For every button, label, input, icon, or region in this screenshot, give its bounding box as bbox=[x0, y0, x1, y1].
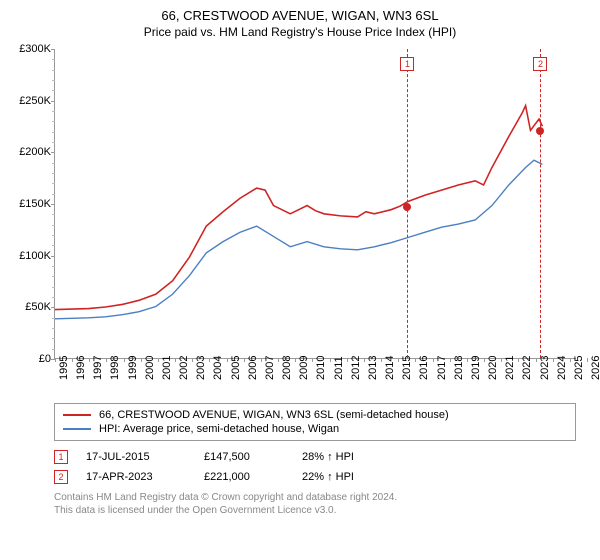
sales-delta: 28% ↑ HPI bbox=[302, 451, 402, 463]
x-tick-mark bbox=[501, 358, 502, 362]
legend-row: HPI: Average price, semi-detached house,… bbox=[63, 422, 567, 436]
x-tick-label: 1996 bbox=[75, 356, 87, 380]
x-tick-mark bbox=[227, 358, 228, 362]
x-tick-label: 2002 bbox=[178, 356, 190, 380]
x-tick-label: 1997 bbox=[92, 356, 104, 380]
y-tick-label: £0 bbox=[11, 353, 51, 365]
legend-row: 66, CRESTWOOD AVENUE, WIGAN, WN3 6SL (se… bbox=[63, 408, 567, 422]
x-tick-mark bbox=[467, 358, 468, 362]
sales-date: 17-JUL-2015 bbox=[86, 451, 186, 463]
x-tick-label: 1998 bbox=[109, 356, 121, 380]
chart-title: 66, CRESTWOOD AVENUE, WIGAN, WN3 6SL bbox=[10, 8, 590, 23]
x-tick-label: 1999 bbox=[127, 356, 139, 380]
chart-subtitle: Price paid vs. HM Land Registry's House … bbox=[10, 25, 590, 39]
x-tick-label: 2008 bbox=[281, 356, 293, 380]
x-tick-label: 2010 bbox=[315, 356, 327, 380]
x-tick-mark bbox=[398, 358, 399, 362]
x-tick-mark bbox=[587, 358, 588, 362]
x-tick-label: 2005 bbox=[230, 356, 242, 380]
x-tick-label: 2026 bbox=[590, 356, 600, 380]
x-tick-mark bbox=[158, 358, 159, 362]
legend-swatch bbox=[63, 414, 91, 416]
legend: 66, CRESTWOOD AVENUE, WIGAN, WN3 6SL (se… bbox=[54, 403, 576, 441]
x-tick-mark bbox=[295, 358, 296, 362]
x-tick-label: 2024 bbox=[556, 356, 568, 380]
x-tick-label: 2001 bbox=[161, 356, 173, 380]
x-tick-label: 2004 bbox=[212, 356, 224, 380]
plot-area: £0£50K£100K£150K£200K£250K£300K199519961… bbox=[54, 49, 576, 359]
x-tick-label: 2020 bbox=[487, 356, 499, 380]
x-tick-label: 2009 bbox=[298, 356, 310, 380]
x-tick-label: 2012 bbox=[350, 356, 362, 380]
x-tick-mark bbox=[175, 358, 176, 362]
sales-marker: 2 bbox=[54, 470, 68, 484]
x-tick-mark bbox=[124, 358, 125, 362]
sales-price: £221,000 bbox=[204, 471, 284, 483]
y-tick-label: £250K bbox=[11, 95, 51, 107]
x-tick-label: 2016 bbox=[418, 356, 430, 380]
x-tick-mark bbox=[244, 358, 245, 362]
x-tick-mark bbox=[72, 358, 73, 362]
footer-line2: This data is licensed under the Open Gov… bbox=[54, 504, 576, 517]
x-tick-mark bbox=[364, 358, 365, 362]
x-tick-label: 2014 bbox=[384, 356, 396, 380]
y-tick-label: £200K bbox=[11, 146, 51, 158]
x-tick-label: 2019 bbox=[470, 356, 482, 380]
y-tick-label: £150K bbox=[11, 198, 51, 210]
y-tick-label: £300K bbox=[11, 43, 51, 55]
x-tick-label: 2013 bbox=[367, 356, 379, 380]
sales-price: £147,500 bbox=[204, 451, 284, 463]
x-tick-label: 2022 bbox=[521, 356, 533, 380]
x-tick-label: 2006 bbox=[247, 356, 259, 380]
x-tick-mark bbox=[450, 358, 451, 362]
sales-delta: 22% ↑ HPI bbox=[302, 471, 402, 483]
x-tick-label: 2007 bbox=[264, 356, 276, 380]
x-tick-label: 2021 bbox=[504, 356, 516, 380]
x-tick-mark bbox=[415, 358, 416, 362]
x-tick-label: 2023 bbox=[539, 356, 551, 380]
x-tick-mark bbox=[536, 358, 537, 362]
sales-row: 2 17-APR-2023 £221,000 22% ↑ HPI bbox=[54, 467, 576, 487]
x-tick-label: 2025 bbox=[573, 356, 585, 380]
x-tick-label: 2000 bbox=[144, 356, 156, 380]
footer: Contains HM Land Registry data © Crown c… bbox=[54, 491, 576, 517]
x-tick-label: 2017 bbox=[436, 356, 448, 380]
legend-swatch bbox=[63, 428, 91, 430]
x-tick-mark bbox=[433, 358, 434, 362]
y-tick-label: £100K bbox=[11, 250, 51, 262]
x-tick-mark bbox=[209, 358, 210, 362]
x-tick-label: 2015 bbox=[401, 356, 413, 380]
x-tick-mark bbox=[141, 358, 142, 362]
y-tick-label: £50K bbox=[11, 301, 51, 313]
legend-label: HPI: Average price, semi-detached house,… bbox=[99, 423, 339, 435]
x-tick-mark bbox=[570, 358, 571, 362]
footer-line1: Contains HM Land Registry data © Crown c… bbox=[54, 491, 576, 504]
x-tick-mark bbox=[261, 358, 262, 362]
series-blue bbox=[55, 160, 542, 319]
x-tick-mark bbox=[484, 358, 485, 362]
x-tick-mark bbox=[553, 358, 554, 362]
sales-marker: 1 bbox=[54, 450, 68, 464]
x-tick-label: 2018 bbox=[453, 356, 465, 380]
x-tick-mark bbox=[312, 358, 313, 362]
x-tick-label: 2003 bbox=[195, 356, 207, 380]
x-tick-mark bbox=[89, 358, 90, 362]
x-tick-mark bbox=[278, 358, 279, 362]
x-tick-mark bbox=[518, 358, 519, 362]
series-red bbox=[55, 106, 542, 310]
x-tick-mark bbox=[347, 358, 348, 362]
x-tick-mark bbox=[55, 358, 56, 362]
sales-row: 1 17-JUL-2015 £147,500 28% ↑ HPI bbox=[54, 447, 576, 467]
x-tick-mark bbox=[192, 358, 193, 362]
x-tick-mark bbox=[106, 358, 107, 362]
sales-table: 1 17-JUL-2015 £147,500 28% ↑ HPI 2 17-APR-202… bbox=[54, 447, 576, 487]
x-tick-label: 1995 bbox=[58, 356, 70, 380]
x-tick-label: 2011 bbox=[333, 356, 345, 380]
x-tick-mark bbox=[330, 358, 331, 362]
x-tick-mark bbox=[381, 358, 382, 362]
chart-container: 66, CRESTWOOD AVENUE, WIGAN, WN3 6SL Pri… bbox=[0, 0, 600, 560]
legend-label: 66, CRESTWOOD AVENUE, WIGAN, WN3 6SL (se… bbox=[99, 409, 449, 421]
sales-date: 17-APR-2023 bbox=[86, 471, 186, 483]
